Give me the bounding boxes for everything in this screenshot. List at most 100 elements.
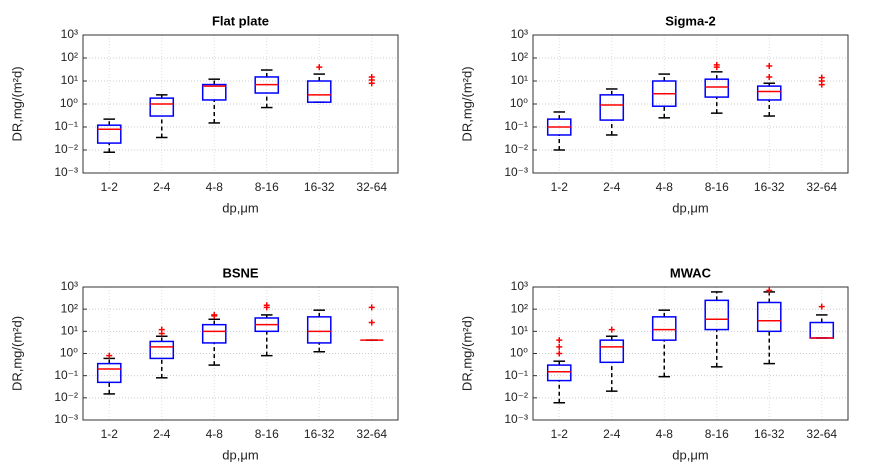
chart-title: Flat plate — [212, 13, 269, 28]
y-axis-label: DR,mg/(m²d) — [9, 316, 24, 391]
box — [306, 316, 332, 344]
x-tick-label: 8-16 — [255, 180, 279, 194]
y-tick-label: 10¹ — [511, 324, 528, 338]
outlier — [368, 304, 375, 311]
x-tick-label: 2-4 — [153, 180, 171, 194]
y-tick-label: 10⁻¹ — [54, 119, 78, 133]
x-tick-label: 1-2 — [551, 427, 569, 441]
axes-frame — [82, 34, 399, 174]
x-axis-label: dp,μm — [672, 200, 708, 215]
box — [704, 299, 730, 331]
y-axis-label: DR,mg/(m²d) — [9, 66, 24, 141]
outlier — [818, 303, 825, 310]
chart-title: MWAC — [670, 265, 712, 280]
y-tick-label: 10⁻¹ — [504, 368, 528, 382]
outlier — [766, 73, 773, 80]
x-tick-label: 4-8 — [206, 427, 224, 441]
x-tick-label: 2-4 — [603, 180, 621, 194]
y-tick-label: 10⁻¹ — [504, 119, 528, 133]
y-tick-label: 10⁰ — [510, 346, 528, 360]
y-axis-label: DR,mg/(m²d) — [459, 316, 474, 391]
y-tick-label: 10¹ — [61, 324, 78, 338]
axes-frame — [532, 286, 849, 421]
y-tick-label: 10⁻³ — [504, 412, 528, 426]
x-tick-label: 4-8 — [656, 427, 674, 441]
outlier — [158, 326, 165, 333]
x-tick-label: 4-8 — [206, 180, 224, 194]
y-tick-label: 10³ — [61, 279, 78, 293]
y-tick-label: 10⁻² — [504, 142, 528, 156]
y-tick-label: 10⁻³ — [504, 165, 528, 179]
box — [651, 316, 677, 341]
x-tick-label: 16-32 — [304, 180, 335, 194]
y-tick-label: 10⁻³ — [54, 165, 78, 179]
y-tick-label: 10⁻² — [54, 390, 78, 404]
y-tick-label: 10¹ — [61, 73, 78, 87]
x-tick-label: 32-64 — [806, 180, 837, 194]
x-tick-label: 8-16 — [705, 180, 729, 194]
outlier — [713, 61, 720, 68]
outlier — [766, 287, 773, 294]
chart-title: Sigma-2 — [665, 13, 716, 28]
y-tick-label: 10³ — [511, 27, 528, 41]
axes-frame — [532, 34, 849, 174]
outlier — [818, 81, 825, 88]
outlier — [766, 62, 773, 69]
x-tick-label: 32-64 — [806, 427, 837, 441]
y-tick-label: 10¹ — [511, 73, 528, 87]
x-tick-label: 2-4 — [603, 427, 621, 441]
y-tick-label: 10⁰ — [60, 96, 78, 110]
y-tick-label: 10² — [61, 301, 78, 315]
outlier — [263, 302, 270, 309]
outlier — [368, 80, 375, 87]
box — [756, 85, 782, 101]
y-tick-label: 10⁰ — [510, 96, 528, 110]
box — [96, 124, 122, 144]
x-tick-label: 8-16 — [705, 427, 729, 441]
outlier — [556, 337, 563, 344]
outlier — [556, 350, 563, 357]
box — [149, 340, 175, 360]
outlier — [211, 311, 218, 318]
y-tick-label: 10² — [61, 50, 78, 64]
y-axis-label: DR,mg/(m²d) — [459, 66, 474, 141]
box — [756, 301, 782, 333]
x-tick-label: 1-2 — [101, 180, 119, 194]
box — [306, 80, 332, 103]
y-tick-label: 10⁻³ — [54, 412, 78, 426]
x-tick-label: 1-2 — [551, 180, 569, 194]
box — [599, 94, 625, 121]
x-tick-label: 16-32 — [304, 427, 335, 441]
box — [599, 339, 625, 364]
axes-frame — [82, 286, 399, 421]
x-axis-label: dp,μm — [222, 200, 258, 215]
outlier — [316, 64, 323, 71]
outlier — [608, 326, 615, 333]
x-tick-label: 4-8 — [656, 180, 674, 194]
outlier — [368, 319, 375, 326]
y-tick-label: 10⁻¹ — [54, 368, 78, 382]
plot-area — [533, 287, 848, 420]
plot-area — [83, 287, 398, 420]
x-axis-label: dp,μm — [222, 447, 258, 462]
x-tick-label: 32-64 — [356, 427, 387, 441]
box — [704, 78, 730, 98]
chart-title: BSNE — [222, 265, 258, 280]
box — [96, 362, 122, 384]
y-tick-label: 10⁻² — [54, 142, 78, 156]
x-tick-label: 16-32 — [754, 180, 785, 194]
x-tick-label: 1-2 — [101, 427, 119, 441]
x-tick-label: 32-64 — [356, 180, 387, 194]
y-tick-label: 10² — [511, 301, 528, 315]
x-axis-label: dp,μm — [672, 447, 708, 462]
box — [201, 83, 227, 101]
box — [546, 364, 572, 382]
y-tick-label: 10² — [511, 50, 528, 64]
y-tick-label: 10⁻² — [504, 390, 528, 404]
y-tick-label: 10⁰ — [60, 346, 78, 360]
x-tick-label: 8-16 — [255, 427, 279, 441]
x-tick-label: 2-4 — [153, 427, 171, 441]
box — [149, 97, 175, 117]
